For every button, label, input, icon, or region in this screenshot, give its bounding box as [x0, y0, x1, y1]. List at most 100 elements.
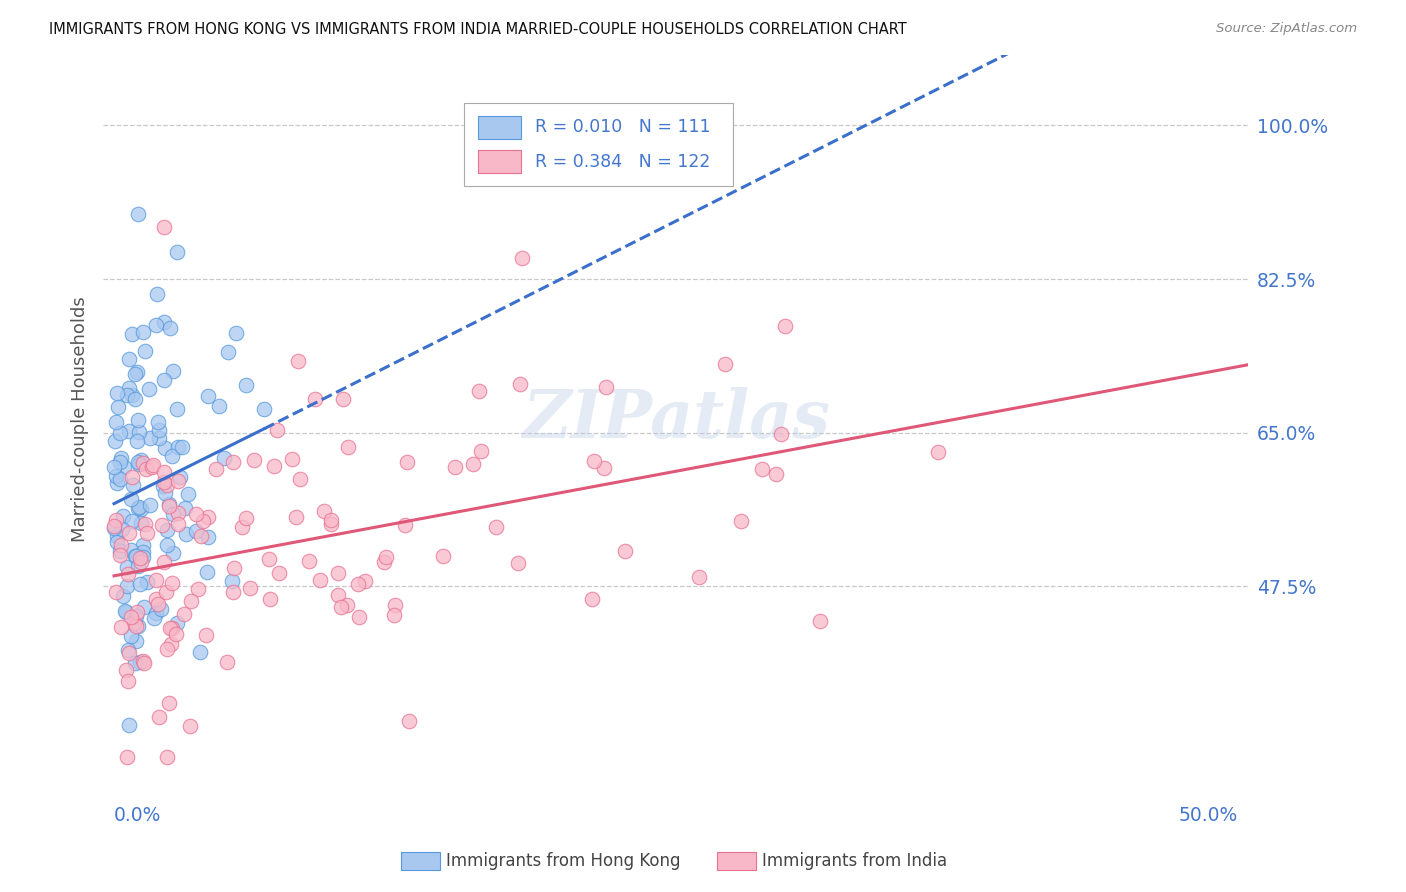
Point	[129, 576, 152, 591]
Point	[330, 600, 353, 615]
Point	[384, 598, 406, 612]
Point	[179, 719, 201, 733]
Point	[263, 458, 285, 473]
Point	[326, 588, 349, 602]
Point	[510, 252, 533, 266]
Point	[225, 326, 247, 340]
Point	[221, 584, 243, 599]
Point	[773, 319, 796, 334]
Point	[114, 604, 136, 618]
Point	[176, 527, 198, 541]
Point	[139, 498, 162, 512]
Text: R = 0.010   N = 111: R = 0.010 N = 111	[534, 119, 710, 136]
Point	[304, 392, 326, 406]
Point	[221, 574, 243, 588]
Point	[808, 615, 831, 629]
Point	[104, 415, 127, 429]
Point	[174, 501, 197, 516]
Point	[156, 538, 179, 552]
Point	[117, 566, 139, 581]
Point	[105, 469, 128, 483]
Text: 0.0%: 0.0%	[114, 805, 162, 825]
Point	[121, 326, 143, 341]
Point	[162, 546, 184, 560]
Point	[124, 656, 146, 670]
Point	[121, 514, 143, 528]
Point	[117, 674, 139, 689]
Text: Immigrants from India: Immigrants from India	[762, 852, 948, 870]
Text: Immigrants from Hong Kong: Immigrants from Hong Kong	[446, 852, 681, 870]
Point	[148, 431, 170, 445]
Point	[128, 457, 150, 471]
Point	[336, 598, 359, 612]
Point	[157, 497, 180, 511]
Point	[120, 543, 142, 558]
FancyBboxPatch shape	[464, 103, 733, 186]
Point	[145, 607, 167, 621]
Point	[105, 534, 128, 549]
Point	[134, 656, 156, 670]
Point	[121, 477, 143, 491]
Point	[398, 714, 420, 728]
Point	[688, 569, 710, 583]
Point	[319, 513, 342, 527]
Point	[347, 577, 370, 591]
Point	[127, 558, 149, 573]
Point	[117, 560, 139, 574]
Point	[138, 382, 160, 396]
Point	[127, 434, 149, 449]
Point	[125, 549, 148, 563]
Point	[444, 460, 467, 475]
Point	[156, 477, 179, 491]
Point	[121, 388, 143, 402]
Point	[160, 576, 183, 591]
Point	[103, 521, 125, 535]
Point	[117, 750, 139, 764]
Point	[125, 633, 148, 648]
Point	[120, 491, 142, 506]
Point	[394, 518, 416, 533]
Point	[167, 440, 190, 454]
Point	[112, 459, 135, 474]
Point	[463, 457, 485, 471]
Point	[595, 380, 617, 394]
Point	[190, 529, 212, 543]
Point	[142, 611, 165, 625]
Point	[197, 389, 219, 403]
Point	[124, 608, 146, 623]
Point	[153, 219, 176, 234]
Point	[468, 384, 491, 398]
Point	[730, 515, 752, 529]
Point	[110, 549, 132, 563]
Point	[374, 549, 396, 564]
Point	[217, 345, 239, 359]
Point	[131, 516, 153, 530]
Text: Source: ZipAtlas.com: Source: ZipAtlas.com	[1216, 22, 1357, 36]
Point	[132, 456, 155, 470]
Point	[187, 582, 209, 596]
Point	[231, 519, 253, 533]
Point	[118, 646, 141, 660]
Point	[148, 710, 170, 724]
Point	[110, 450, 132, 465]
Point	[134, 516, 156, 531]
Point	[105, 476, 128, 491]
Point	[127, 455, 149, 469]
Point	[110, 538, 132, 552]
Point	[105, 529, 128, 543]
Point	[156, 750, 179, 764]
Point	[153, 486, 176, 500]
Point	[332, 392, 354, 407]
FancyBboxPatch shape	[478, 150, 522, 173]
Point	[103, 518, 125, 533]
Point	[197, 509, 219, 524]
Point	[354, 574, 377, 589]
Point	[134, 599, 156, 614]
Y-axis label: Married-couple Households: Married-couple Households	[72, 297, 89, 542]
Point	[120, 629, 142, 643]
Point	[212, 451, 235, 466]
Point	[132, 325, 155, 339]
Point	[166, 245, 188, 260]
Point	[153, 441, 176, 455]
Point	[146, 287, 169, 301]
